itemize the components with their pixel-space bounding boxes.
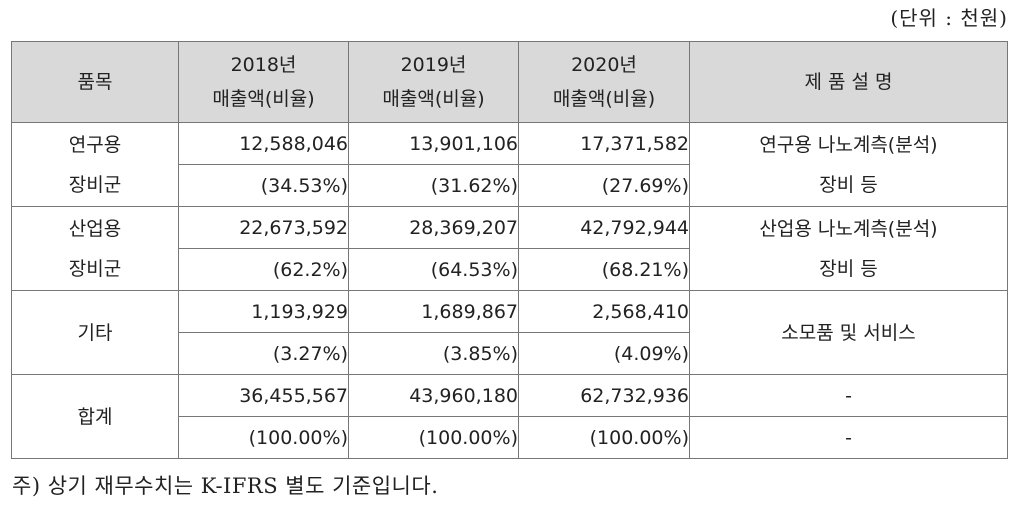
value-2019: 43,960,180 xyxy=(348,374,519,417)
value-2019: 1,689,867 xyxy=(348,290,519,333)
value-2018: 1,193,929 xyxy=(178,290,349,333)
total-row: (100.00%) (100.00%) (100.00%) - xyxy=(12,416,1008,459)
ratio-2018: (3.27%) xyxy=(178,332,349,375)
ratio-2020: (100.00%) xyxy=(518,416,690,459)
header-desc: 제 품 설 명 xyxy=(689,41,1008,123)
description-cell: - xyxy=(689,416,1008,459)
ratio-2019: (64.53%) xyxy=(348,248,519,291)
table-row: 기타 1,193,929 1,689,867 2,568,410 소모품 및 서… xyxy=(11,290,1008,375)
value-2020: 62,732,936 xyxy=(518,374,690,417)
value-2020: 2,568,410 xyxy=(518,290,690,333)
description-cell: 소모품 및 서비스 xyxy=(689,290,1008,375)
value-2020: 17,371,582 xyxy=(518,122,690,165)
table-row: (62.2%) (64.53%) (68.21%) xyxy=(12,248,1008,291)
description-cell: 산업용 나노계측(분석) 장비 등 xyxy=(689,206,1008,291)
description-cell: 연구용 나노계측(분석) 장비 등 xyxy=(689,122,1008,207)
footnote: 주) 상기 재무수치는 K-IFRS 별도 기준입니다. xyxy=(12,474,439,498)
category-cell: 기타 xyxy=(11,290,179,375)
category-cell: 연구용 장비군 xyxy=(11,122,179,207)
sales-table: 품목 2018년 매출액(비율) 2019년 매출액(비율) 2020년 매출액(비율… xyxy=(11,41,1008,459)
table-row: 산업용 장비군 22,673,592 28,369,207 42,792,944 … xyxy=(11,206,1008,291)
ratio-2020: (27.69%) xyxy=(518,164,690,207)
ratio-2020: (68.21%) xyxy=(518,248,690,291)
header-2020: 2020년 매출액(비율) xyxy=(518,41,690,123)
value-2018: 22,673,592 xyxy=(178,206,349,249)
category-cell: 산업용 장비군 xyxy=(11,206,179,291)
value-2020: 42,792,944 xyxy=(518,206,690,249)
table-row: 연구용 장비군 12,588,046 13,901,106 17,371,582 … xyxy=(11,122,1008,207)
header-2018: 2018년 매출액(비율) xyxy=(178,41,349,123)
value-2019: 13,901,106 xyxy=(348,122,519,165)
table-row: (34.53%) (31.62%) (27.69%) xyxy=(12,164,1008,207)
value-2018: 36,455,567 xyxy=(178,374,349,417)
category-cell: 합계 xyxy=(11,374,179,459)
ratio-2018: (62.2%) xyxy=(178,248,349,291)
ratio-2019: (31.62%) xyxy=(348,164,519,207)
ratio-2019: (100.00%) xyxy=(348,416,519,459)
unit-label: (단위 : 천원) xyxy=(890,6,1008,30)
ratio-2019: (3.85%) xyxy=(348,332,519,375)
value-2019: 28,369,207 xyxy=(348,206,519,249)
description-cell: - xyxy=(689,374,1008,417)
header-item: 품목 xyxy=(11,41,179,123)
header-2019: 2019년 매출액(비율) xyxy=(348,41,519,123)
header-row: 품목 2018년 매출액(비율) 2019년 매출액(비율) 2020년 매출액(비율… xyxy=(11,41,1008,123)
ratio-2020: (4.09%) xyxy=(518,332,690,375)
table-row: (3.27%) (3.85%) (4.09%) xyxy=(12,332,1008,375)
total-row: 합계 36,455,567 43,960,180 62,732,936 - xyxy=(11,374,1008,459)
ratio-2018: (34.53%) xyxy=(178,164,349,207)
value-2018: 12,588,046 xyxy=(178,122,349,165)
ratio-2018: (100.00%) xyxy=(178,416,349,459)
